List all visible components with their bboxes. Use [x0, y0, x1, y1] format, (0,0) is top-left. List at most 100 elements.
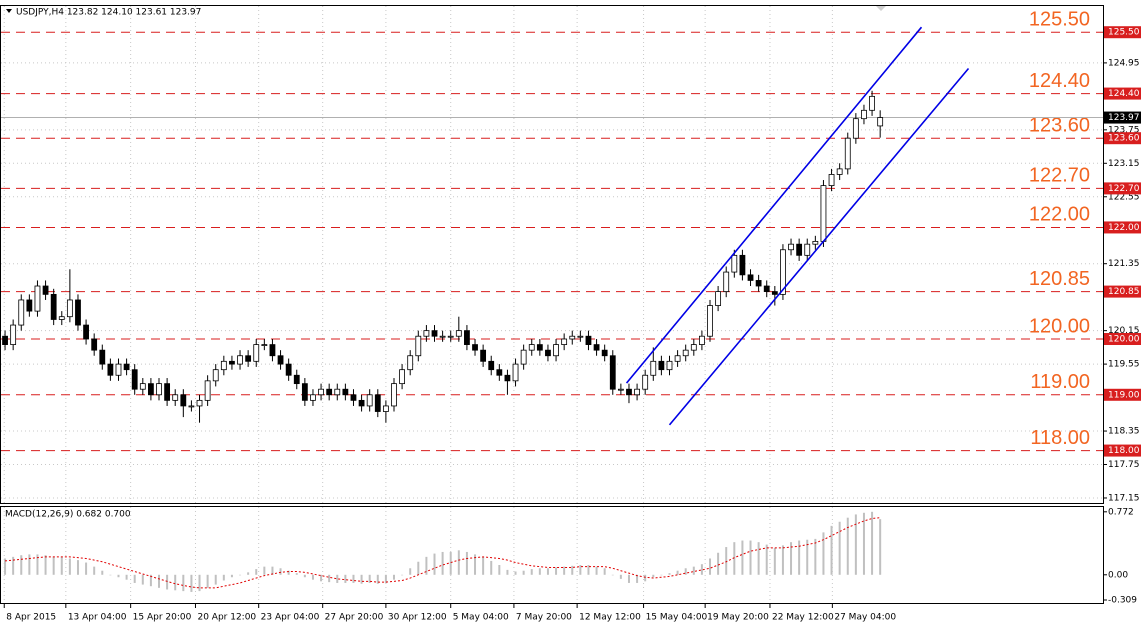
candle-body — [26, 299, 33, 312]
macd-bar — [433, 553, 436, 575]
candle-body — [164, 383, 171, 401]
candle-body — [852, 118, 859, 139]
candle-body — [261, 344, 268, 346]
macd-bar — [522, 570, 525, 575]
macd-bar — [725, 547, 728, 575]
candle-body — [496, 369, 503, 376]
y-tick-label: 123.75 — [1108, 125, 1140, 135]
macd-bar — [311, 574, 314, 580]
candle-body — [301, 383, 308, 401]
x-tick-label: 15 May 04:00 — [646, 613, 708, 623]
macd-bar — [52, 556, 55, 575]
candle-body — [212, 369, 219, 382]
macd-bar — [230, 574, 233, 578]
candle-body — [747, 274, 754, 281]
macd-bar — [498, 565, 501, 575]
macd-bar — [603, 568, 606, 575]
candle-body — [690, 344, 697, 351]
macd-bar — [781, 545, 784, 575]
x-tick-label: 30 Apr 12:00 — [388, 613, 447, 623]
candle-body — [617, 388, 624, 391]
candle-body — [836, 168, 843, 175]
candle-body — [2, 335, 8, 345]
candle-body — [10, 324, 17, 345]
shift-marker[interactable] — [876, 6, 886, 11]
level-price-box — [1104, 132, 1141, 145]
macd-bar — [546, 568, 549, 575]
candle-body — [593, 344, 600, 351]
macd-bar — [417, 561, 420, 575]
macd-bar — [68, 558, 71, 575]
macd-bar — [773, 547, 776, 575]
level-price-label: 120.85 — [1108, 287, 1140, 297]
candle-body — [245, 355, 252, 362]
macd-bar — [595, 566, 598, 575]
menu-triangle[interactable] — [6, 9, 12, 13]
macd-bar — [465, 551, 468, 575]
macd-bar — [700, 564, 703, 575]
macd-bar — [125, 574, 128, 580]
macd-bar — [93, 566, 96, 575]
macd-bar — [255, 569, 258, 575]
level-label: 118.00 — [1030, 427, 1090, 449]
macd-bar — [660, 574, 663, 576]
macd-bar — [757, 542, 760, 575]
macd-bar — [425, 556, 428, 575]
candle-body — [204, 380, 211, 401]
macd-bar — [538, 568, 541, 575]
candle-body — [285, 363, 292, 376]
level-price-box — [1104, 285, 1141, 298]
macd-bar — [392, 574, 395, 580]
x-tick-label: 12 May 12:00 — [579, 613, 641, 623]
candle-body — [91, 338, 98, 351]
candle-body — [50, 293, 57, 320]
macd-bar — [36, 554, 39, 575]
macd-bar — [320, 574, 323, 582]
candle-body — [634, 388, 640, 396]
current-price-label: 123.97 — [1108, 113, 1140, 123]
candle-body — [66, 299, 73, 318]
macd-bar — [174, 574, 177, 591]
y-tick-label: 118.35 — [1108, 427, 1140, 437]
candle-body — [180, 394, 187, 407]
candle-body — [447, 335, 454, 338]
macd-bar — [287, 570, 290, 575]
candle-body — [415, 335, 422, 357]
macd-bar — [206, 574, 209, 588]
macd-bar — [571, 565, 574, 575]
y-tick-label: 0.772 — [1108, 507, 1134, 517]
macd-bar — [279, 568, 282, 575]
candle-body — [488, 360, 495, 371]
candle-body — [666, 360, 673, 371]
candle-body — [310, 394, 316, 401]
candle-body — [626, 388, 632, 396]
macd-bar — [741, 540, 744, 575]
macd-info: MACD(12,26,9) 0.682 0.700 — [5, 510, 131, 520]
candle-body — [771, 291, 778, 295]
macd-bar — [644, 574, 647, 582]
candle-body — [464, 330, 470, 345]
x-tick-label: 27 Apr 20:00 — [325, 613, 384, 623]
candle-body — [512, 363, 519, 382]
macd-bar — [879, 519, 882, 575]
macd-bar — [60, 556, 63, 575]
candle-body — [366, 394, 373, 407]
candle-body — [18, 299, 25, 326]
trendline — [625, 26, 923, 384]
macd-bar — [587, 565, 590, 575]
candle-body — [318, 388, 324, 396]
candle-body — [682, 349, 689, 357]
signal-line — [5, 517, 881, 589]
macd-bar — [198, 574, 201, 592]
level-price-box — [1104, 388, 1141, 401]
candle-body — [804, 243, 811, 256]
x-tick-label: 19 May 20:00 — [707, 613, 769, 623]
macd-bar — [627, 574, 630, 583]
macd-bar — [158, 574, 161, 588]
candle-body — [820, 185, 827, 242]
candle-body — [763, 285, 770, 292]
macd-bar — [555, 567, 558, 575]
macd-bar — [222, 574, 225, 581]
